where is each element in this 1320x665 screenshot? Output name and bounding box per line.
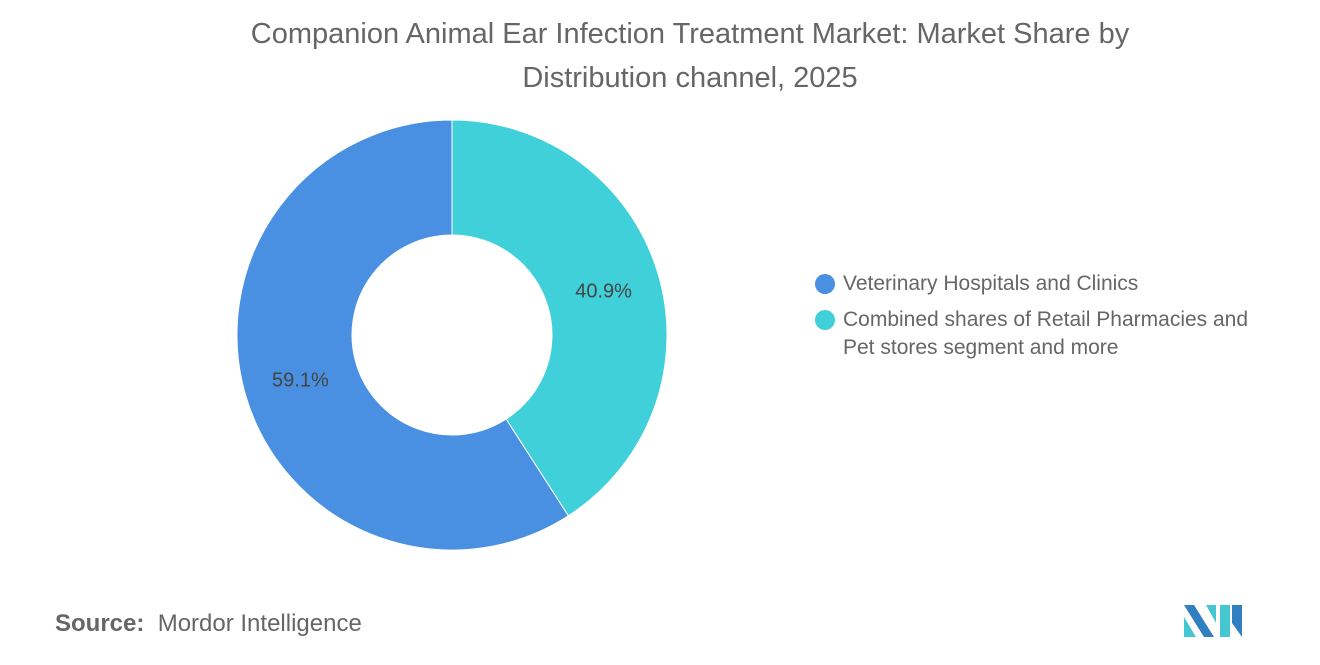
chart-title: Companion Animal Ear Infection Treatment… (250, 18, 1130, 94)
legend-swatch (815, 310, 835, 330)
legend-label: Veterinary Hospitals and Clinics (843, 272, 1139, 295)
source-value: Mordor Intelligence (157, 610, 362, 637)
source-label: Source: (55, 610, 145, 637)
legend: Veterinary Hospitals and Clinics Combine… (815, 270, 1283, 370)
legend-swatch (815, 274, 835, 294)
legend-item-veterinary: Veterinary Hospitals and Clinics (815, 270, 1283, 298)
slice-label-1: 59.1% (272, 370, 329, 392)
source: Source: Mordor Intelligence (55, 610, 362, 638)
legend-label: Combined shares of Retail Pharmacies and… (843, 308, 1249, 359)
slice-label-0: 40.9% (575, 280, 632, 302)
mordor-logo (1184, 605, 1242, 637)
legend-item-retail: Combined shares of Retail Pharmacies and… (815, 306, 1283, 362)
slice-0 (451, 119, 668, 517)
slice-1 (236, 119, 570, 551)
